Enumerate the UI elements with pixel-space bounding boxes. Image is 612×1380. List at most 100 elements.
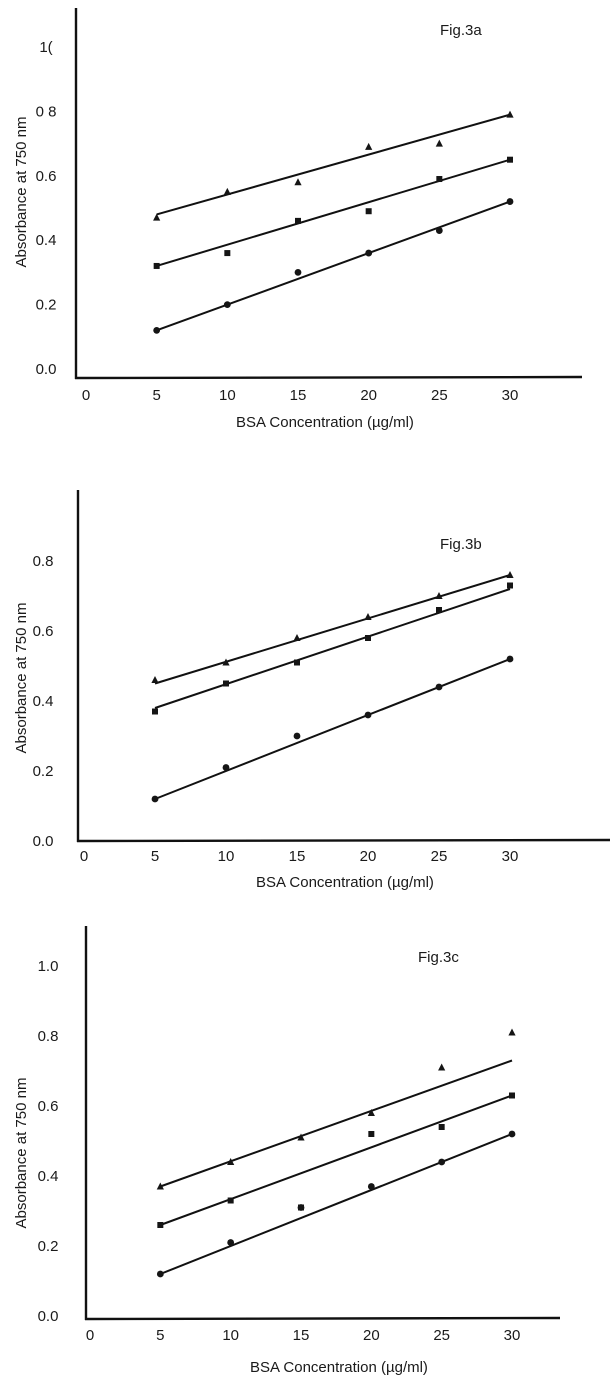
triangle-data-point [227, 1158, 235, 1165]
panel-fig-3b: Fig.3b BSA Concentration (µg/ml) Absorba… [13, 490, 611, 891]
x-tick-label: 25 [431, 848, 448, 865]
triangle-data-point [506, 110, 514, 118]
x-tick-label: 0 [82, 387, 90, 404]
panel-fig-3c: Fig.3c BSA Concentration (µg/ml) Absorba… [13, 926, 561, 1376]
y-tick-label: 1.0 [38, 958, 59, 975]
circle-data-point [508, 1130, 516, 1138]
panel-title: Fig.3a [440, 22, 482, 39]
square-data-point [224, 250, 231, 257]
y-tick-label: 0.6 [36, 168, 57, 185]
x-axis-label: BSA Concentration (µg/ml) [256, 874, 434, 891]
circle-data-point [364, 711, 372, 719]
y-tick-label: 1( [39, 39, 52, 56]
x-axis-line [74, 375, 583, 380]
square-series-fit-line [156, 158, 511, 267]
x-tick-label: 30 [502, 387, 519, 404]
square-series-fit-line [159, 1094, 513, 1226]
circle-data-point [156, 1270, 164, 1278]
triangle-data-point [294, 178, 302, 186]
y-tick-label: 0.2 [36, 297, 57, 314]
circle-data-point [435, 683, 443, 691]
triangle-data-point [506, 571, 514, 578]
x-tick-label: 10 [219, 387, 236, 404]
circle-data-point [506, 655, 514, 663]
x-tick-label: 25 [431, 387, 448, 404]
square-data-point [368, 1131, 375, 1137]
x-tick-label: 15 [289, 848, 306, 865]
circle-series-fit-line [156, 200, 511, 332]
y-tick-label: 0.0 [38, 1308, 59, 1325]
square-data-point [365, 208, 372, 215]
y-tick-label: 0.8 [38, 1028, 59, 1045]
circle-data-point [222, 764, 230, 771]
y-tick-label: 0.6 [38, 1098, 59, 1115]
square-data-point [365, 635, 371, 641]
square-data-point [438, 1124, 445, 1130]
x-tick-label: 5 [152, 387, 160, 404]
triangle-data-point [435, 592, 443, 599]
triangle-series-fit-line [154, 574, 511, 685]
circle-series-fit-line [154, 658, 511, 800]
circle-data-point [223, 301, 231, 308]
x-tick-label: 0 [86, 1327, 94, 1344]
triangle-data-point [293, 634, 301, 641]
x-tick-label: 15 [290, 387, 307, 404]
y-axis-label: Absorbance at 750 nm [13, 1078, 30, 1229]
panel-fig-3a: Fig.3a BSA Concentration (µg/ml) Absorba… [13, 8, 583, 431]
y-tick-label: 0.8 [33, 553, 54, 570]
square-data-point [227, 1197, 234, 1204]
square-data-point [152, 708, 158, 715]
triangle-data-point [365, 142, 373, 150]
circle-data-point [438, 1158, 446, 1166]
y-tick-label: 0 8 [36, 103, 57, 120]
y-tick-label: 0.2 [33, 763, 54, 780]
y-axis-label: Absorbance at 750 nm [13, 117, 30, 268]
triangle-data-point [222, 658, 230, 666]
square-data-point [294, 659, 300, 666]
y-tick-label: 0.2 [38, 1238, 59, 1255]
square-data-point [507, 582, 513, 589]
triangle-series-fit-line [159, 1059, 513, 1188]
x-axis-label: BSA Concentration (µg/ml) [250, 1359, 428, 1376]
triangle-data-point [364, 613, 372, 620]
x-tick-label: 5 [151, 848, 159, 865]
square-data-point [295, 217, 301, 224]
panel-title: Fig.3c [418, 949, 459, 966]
x-tick-label: 30 [502, 848, 519, 865]
y-tick-label: 0.4 [33, 693, 54, 710]
x-tick-label: 15 [293, 1327, 310, 1344]
x-tick-label: 30 [504, 1327, 521, 1344]
circle-data-point [365, 249, 373, 257]
y-axis-label: Absorbance at 750 nm [13, 603, 30, 754]
y-tick-label: 0.0 [36, 361, 57, 378]
triangle-data-point [297, 1133, 305, 1141]
triangle-data-point [367, 1109, 375, 1116]
triangle-data-point [156, 1182, 164, 1190]
circle-data-point [227, 1239, 235, 1246]
triangle-data-point [508, 1028, 516, 1036]
square-series-fit-line [154, 588, 511, 709]
square-data-point [223, 680, 229, 687]
panel-title: Fig.3b [440, 536, 482, 553]
square-data-point [157, 1222, 164, 1228]
triangle-series-fit-line [156, 113, 511, 216]
x-tick-label: 20 [360, 848, 377, 865]
x-axis-label: BSA Concentration (µg/ml) [236, 414, 414, 431]
triangle-data-point [223, 187, 231, 195]
circle-data-point [153, 326, 161, 334]
x-tick-label: 20 [363, 1327, 380, 1344]
circle-data-point [435, 227, 443, 234]
circle-data-point [506, 198, 514, 205]
triangle-data-point [438, 1063, 446, 1071]
x-tick-label: 0 [80, 848, 88, 865]
square-data-point [507, 156, 513, 163]
x-tick-label: 5 [156, 1327, 164, 1344]
x-axis-line [76, 838, 611, 843]
triangle-data-point [151, 676, 159, 683]
y-tick-label: 0.0 [33, 833, 54, 850]
triangle-data-point [435, 139, 443, 147]
triangle-data-point [153, 213, 161, 221]
y-tick-label: 0.4 [38, 1168, 59, 1185]
circle-data-point [297, 1204, 305, 1211]
